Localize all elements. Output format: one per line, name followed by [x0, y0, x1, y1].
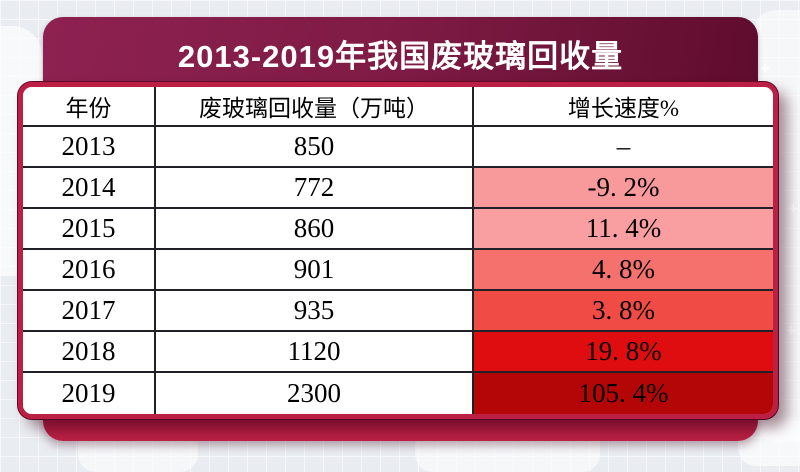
plus-decoration-icon: +: [788, 199, 798, 218]
table-cell-growth: 4. 8%: [474, 250, 773, 291]
table-cell-year: 2015: [23, 209, 156, 250]
table-cell-volume: 850: [156, 127, 474, 168]
plus-decoration-icon: +: [760, 59, 770, 78]
table-cell-growth: 19. 8%: [474, 332, 773, 373]
recycling-table: 年份 废玻璃回收量（万吨） 增长速度% 2013 850 – 2014 772 …: [18, 82, 778, 419]
table-cell-volume: 2300: [156, 373, 474, 414]
table-cell-year: 2016: [23, 250, 156, 291]
table-cell-volume: 1120: [156, 332, 474, 373]
page-title: 2013-2019年我国废玻璃回收量: [177, 38, 624, 74]
table-cell-year: 2017: [23, 291, 156, 332]
table-cell-year: 2018: [23, 332, 156, 373]
table-cell-growth: -9. 2%: [474, 168, 773, 209]
plus-decoration-icon: +: [786, 321, 796, 340]
table-cell-growth: –: [474, 127, 773, 168]
title-banner: 2013-2019年我国废玻璃回收量: [43, 17, 758, 89]
table-grid: 年份 废玻璃回收量（万吨） 增长速度% 2013 850 – 2014 772 …: [23, 87, 773, 414]
table-cell-growth: 11. 4%: [474, 209, 773, 250]
table-cell-volume: 772: [156, 168, 474, 209]
column-header-year: 年份: [23, 87, 156, 127]
table-cell-year: 2014: [23, 168, 156, 209]
table-cell-growth: 105. 4%: [474, 373, 773, 414]
table-cell-year: 2013: [23, 127, 156, 168]
column-header-volume: 废玻璃回收量（万吨）: [156, 87, 474, 127]
table-cell-volume: 901: [156, 250, 474, 291]
table-cell-growth: 3. 8%: [474, 291, 773, 332]
table-cell-volume: 860: [156, 209, 474, 250]
table-cell-year: 2019: [23, 373, 156, 414]
column-header-growth: 增长速度%: [474, 87, 773, 127]
table-cell-volume: 935: [156, 291, 474, 332]
